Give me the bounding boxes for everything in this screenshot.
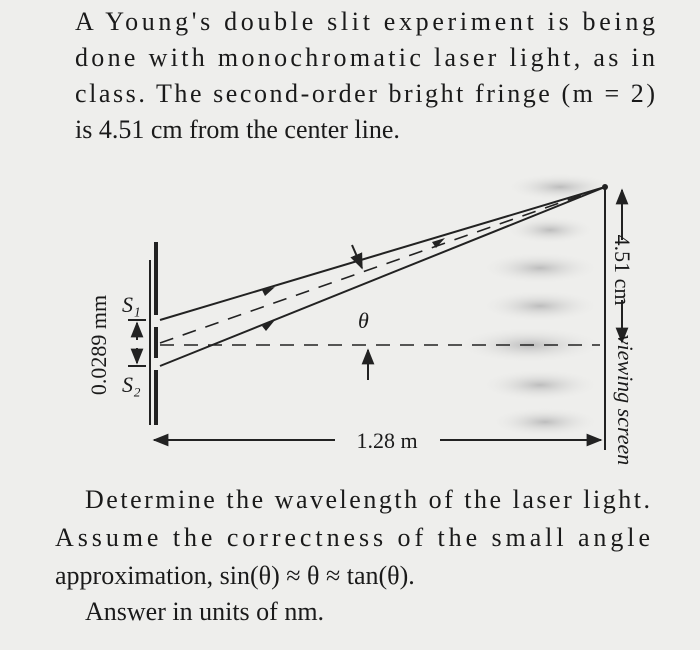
fringe-label: 4.51 cm bbox=[610, 235, 635, 306]
question: Determine the wavelength of the laser li… bbox=[55, 485, 650, 626]
text-line: A Young's double slit experiment is bein… bbox=[75, 7, 655, 36]
text-line: done with monochromatic laser light, as … bbox=[75, 43, 655, 72]
ray-arrow bbox=[432, 238, 445, 248]
ray bbox=[159, 186, 606, 321]
ray-arrow bbox=[262, 320, 275, 331]
intro: A Young's double slit experiment is bein… bbox=[75, 7, 655, 144]
ray bbox=[159, 186, 606, 367]
text-line: Determine the wavelength of the laser li… bbox=[85, 485, 650, 514]
text-line: approximation, sin(θ) ≈ θ ≈ tan(θ). bbox=[55, 561, 415, 590]
text-line: is 4.51 cm from the center line. bbox=[75, 115, 400, 144]
mid-ray bbox=[159, 186, 606, 344]
angle-label: θ bbox=[358, 308, 369, 333]
diagram: S₁ S₂ 0.0289 mm θ 4.51 cm 1.28 m viewing… bbox=[86, 173, 638, 465]
text-line: Assume the correctness of the small angl… bbox=[55, 523, 650, 552]
text-line: class. The second-order bright fringe (m… bbox=[75, 79, 655, 108]
slit-label: S₂ bbox=[122, 372, 141, 397]
angle-arrow bbox=[350, 244, 363, 270]
text-line: Answer in units of nm. bbox=[85, 597, 324, 626]
slit-label: S₁ bbox=[122, 292, 141, 317]
ray-arrow bbox=[262, 287, 275, 296]
distance-label: 1.28 m bbox=[356, 428, 417, 453]
screen-label: viewing screen bbox=[613, 335, 638, 466]
separation-label: 0.0289 mm bbox=[86, 295, 111, 395]
